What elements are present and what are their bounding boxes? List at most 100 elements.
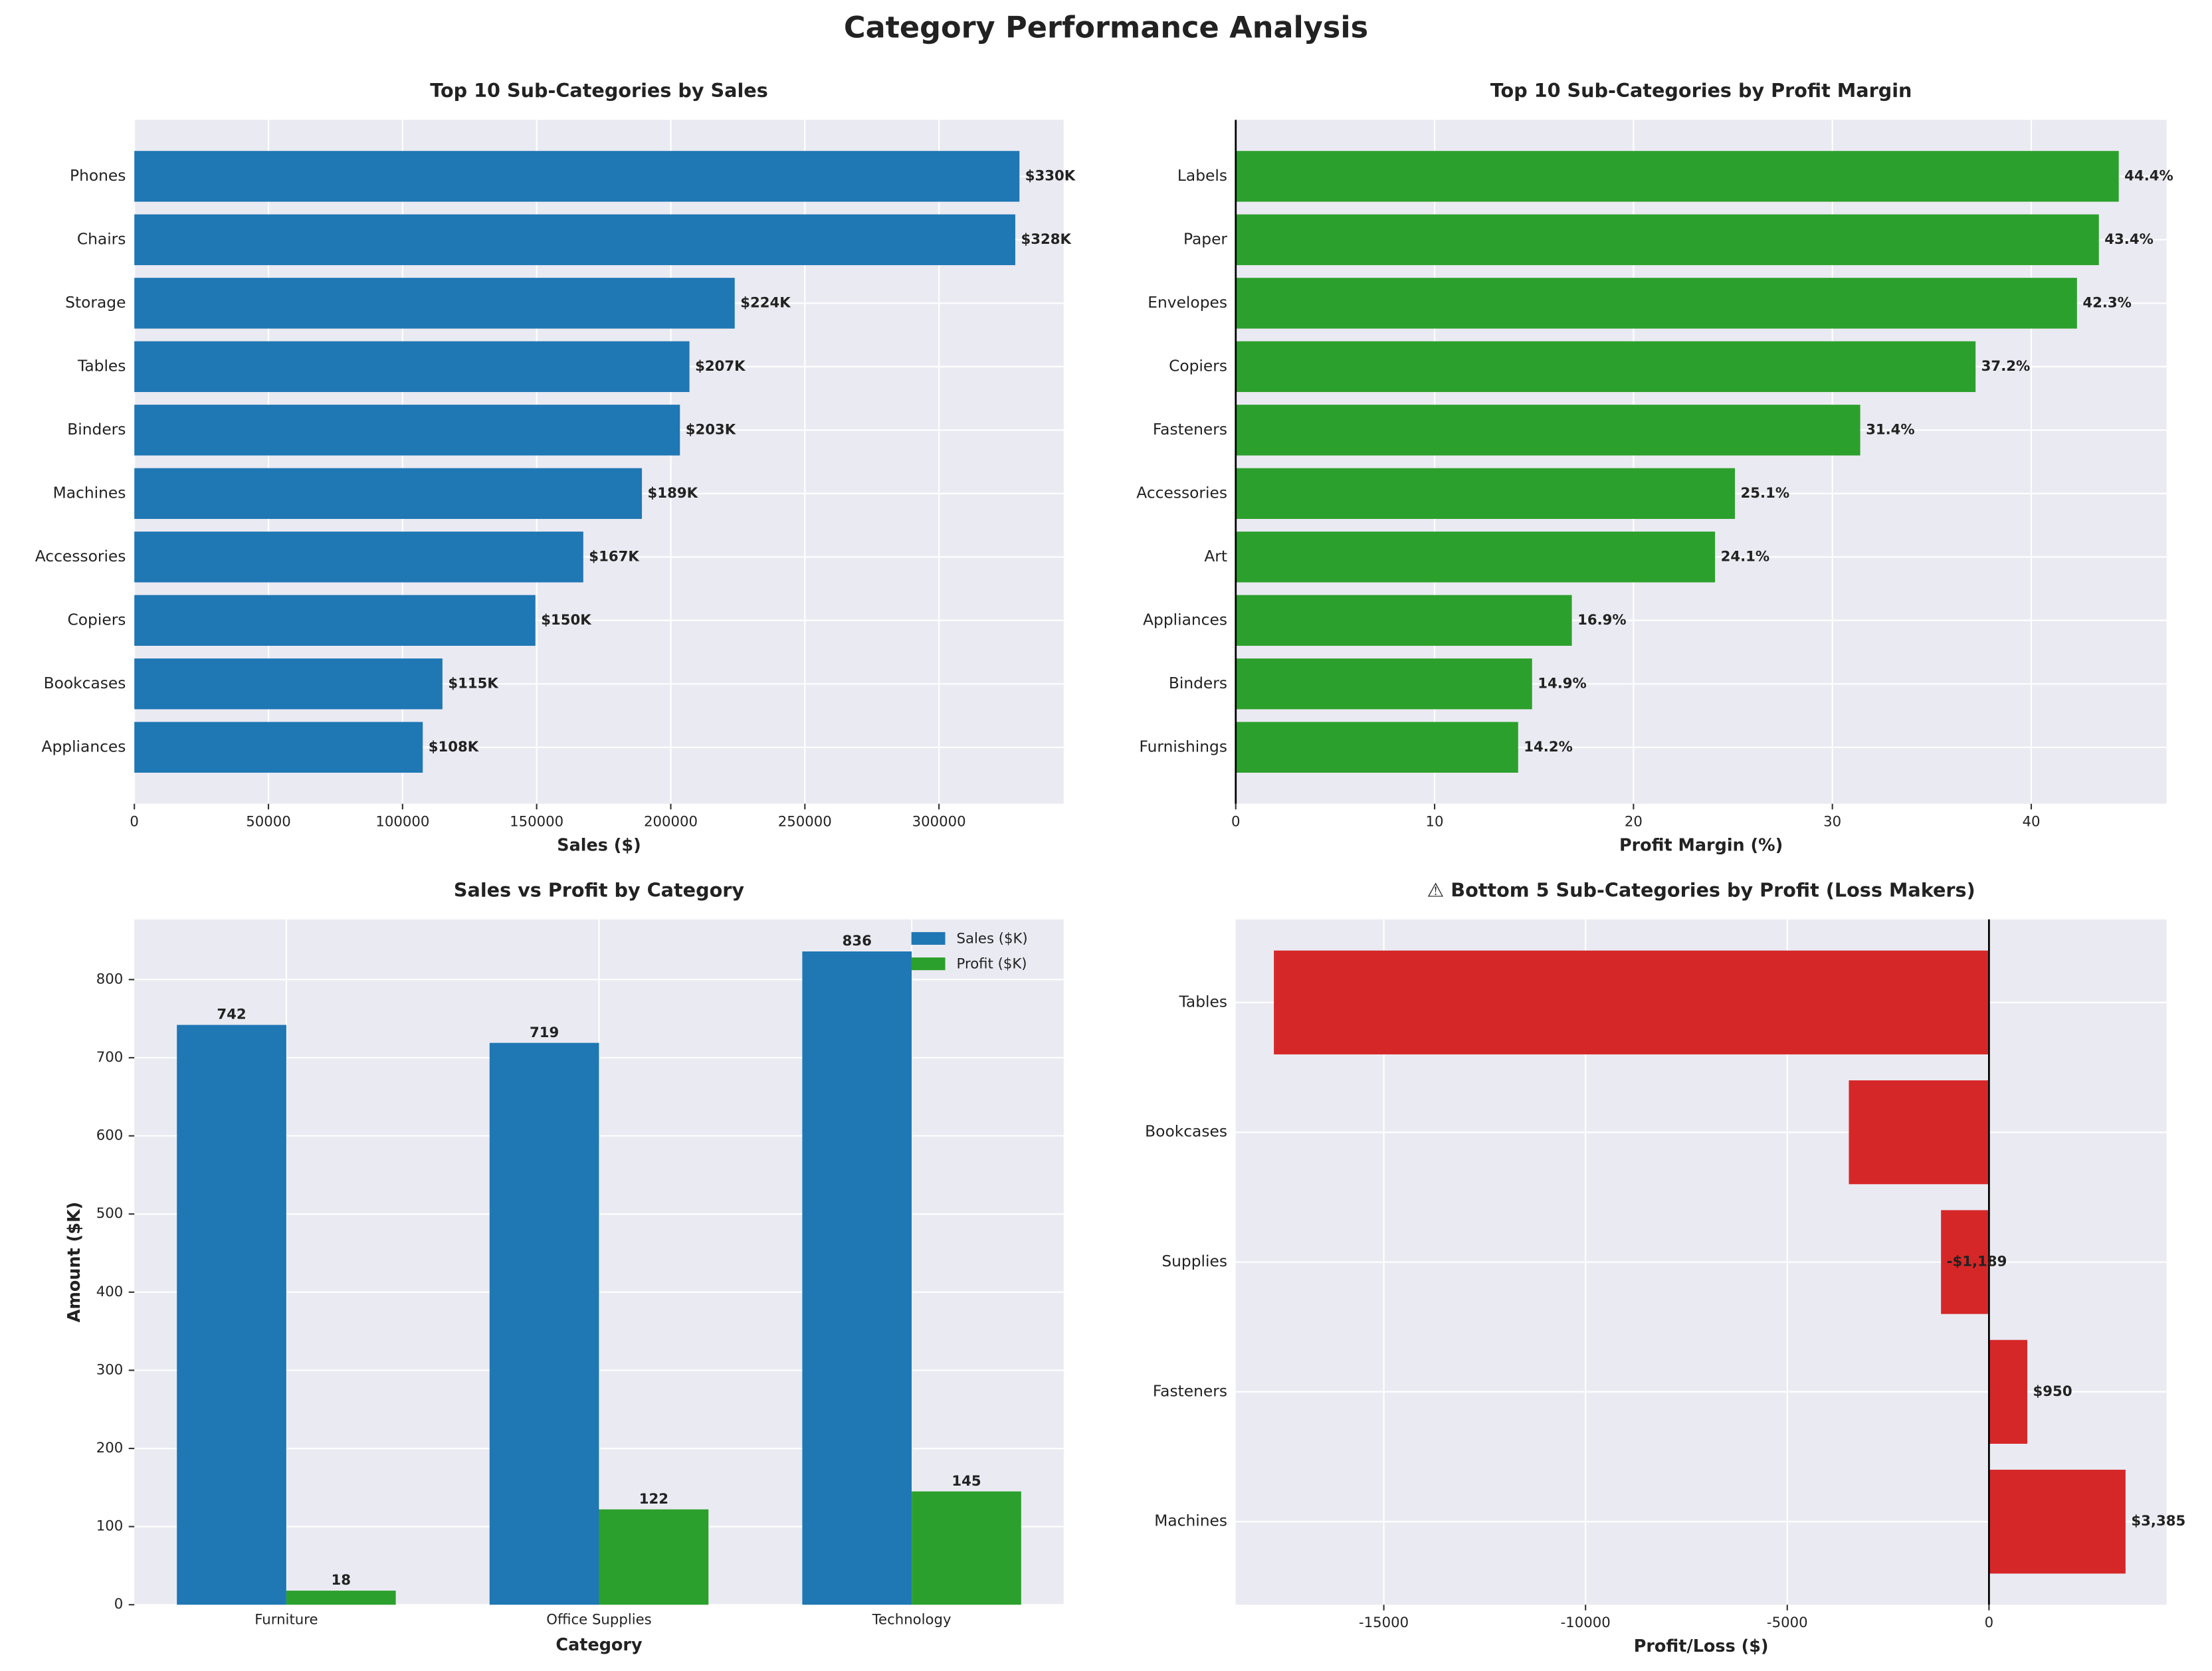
y-tick-label: Labels — [1177, 166, 1227, 185]
value-label: 14.9% — [1538, 675, 1587, 692]
bar — [1235, 658, 1532, 710]
y-tick-label: Copiers — [1169, 356, 1227, 375]
bar — [1235, 468, 1736, 520]
x-tick-label: 200000 — [644, 813, 698, 830]
y-tick-label: Machines — [1154, 1512, 1227, 1530]
value-label: 742 — [217, 1007, 246, 1023]
y-tick-label: Copiers — [68, 610, 126, 629]
value-label: 24.1% — [1721, 548, 1770, 565]
value-label: 122 — [639, 1491, 668, 1508]
y-tick-label: Envelopes — [1148, 293, 1227, 312]
x-axis-label: Profit Margin (%) — [1619, 835, 1783, 855]
x-tick-label: 10 — [1426, 813, 1444, 830]
x-tick-label: -15000 — [1359, 1615, 1409, 1631]
x-tick-label: 0 — [1985, 1615, 1994, 1631]
y-tick-label: Tables — [77, 356, 126, 375]
x-tick-label: 150000 — [510, 813, 563, 830]
bar — [134, 341, 690, 393]
y-tick-label: 200 — [96, 1440, 124, 1456]
figure-title: Category Performance Analysis — [844, 11, 1368, 45]
y-tick-label: Chairs — [77, 229, 126, 248]
x-tick-label: 0 — [1231, 813, 1241, 830]
y-tick-label: 800 — [96, 971, 124, 987]
y-tick-label: 400 — [96, 1284, 124, 1300]
bar — [134, 214, 1015, 266]
x-tick-label: Furniture — [254, 1612, 318, 1628]
bar — [134, 278, 735, 329]
value-label: -$1,189 — [1947, 1254, 2007, 1270]
value-label: 37.2% — [1981, 358, 2031, 375]
y-tick-label: Accessories — [35, 547, 126, 565]
bar — [134, 595, 536, 646]
bar — [802, 951, 912, 1605]
legend-label: Sales ($K) — [957, 930, 1028, 947]
value-label: 145 — [952, 1473, 981, 1490]
x-tick-label: 20 — [1625, 813, 1643, 830]
legend-label: Profit ($K) — [957, 956, 1027, 973]
y-tick-label: 0 — [114, 1596, 124, 1613]
bar — [134, 658, 443, 710]
y-tick-label: Fasteners — [1153, 1381, 1227, 1400]
bar — [599, 1509, 709, 1605]
y-tick-label: 300 — [96, 1361, 124, 1378]
x-tick-label: -10000 — [1561, 1615, 1611, 1631]
value-label: $108K — [429, 739, 480, 755]
value-label: $207K — [695, 358, 746, 375]
x-tick-label: 300000 — [912, 813, 966, 830]
y-tick-label: Appliances — [1143, 610, 1227, 629]
bar — [1989, 1470, 2126, 1574]
chart-title: Sales vs Profit by Category — [454, 878, 744, 901]
value-label: $167K — [589, 548, 640, 565]
bar — [134, 532, 583, 583]
bar — [134, 468, 643, 520]
x-tick-label: Technology — [872, 1612, 952, 1628]
bar — [489, 1042, 599, 1605]
x-axis-label: Category — [555, 1635, 643, 1655]
value-label: $189K — [648, 485, 699, 502]
y-tick-label: Art — [1204, 547, 1227, 565]
chart-title: Top 10 Sub-Categories by Sales — [430, 79, 768, 102]
y-tick-label: Binders — [1169, 674, 1227, 692]
bar — [134, 405, 680, 456]
value-label: $203K — [686, 421, 737, 438]
value-label: 44.4% — [2124, 167, 2173, 184]
bar — [286, 1591, 396, 1605]
x-tick-label: Office Supplies — [546, 1612, 651, 1628]
y-tick-label: 100 — [96, 1518, 124, 1535]
chart-title: ⚠ Bottom 5 Sub-Categories by Profit (Los… — [1427, 878, 1975, 901]
x-axis-label: Profit/Loss ($) — [1634, 1636, 1769, 1656]
bar — [1235, 151, 2119, 202]
value-label: 43.4% — [2104, 231, 2154, 248]
legend-swatch — [911, 932, 946, 945]
y-tick-label: Fasteners — [1153, 420, 1227, 439]
y-tick-label: 600 — [96, 1128, 124, 1144]
value-label: $115K — [448, 675, 499, 692]
bar — [1941, 1210, 1989, 1314]
y-tick-label: Appliances — [42, 737, 126, 755]
y-tick-label: Bookcases — [1145, 1122, 1227, 1141]
x-tick-label: 50000 — [246, 813, 291, 830]
bar — [134, 722, 423, 773]
value-label: 42.3% — [2082, 294, 2132, 311]
value-label: 31.4% — [1866, 421, 1915, 438]
x-tick-label: 250000 — [778, 813, 832, 830]
value-label: $950 — [2033, 1383, 2072, 1400]
x-tick-label: 0 — [130, 813, 139, 830]
bar — [1235, 405, 1860, 456]
bar — [1989, 1339, 2028, 1444]
bar — [1235, 722, 1518, 773]
bar — [1235, 532, 1716, 583]
y-tick-label: Bookcases — [44, 674, 126, 692]
y-tick-label: Accessories — [1136, 483, 1227, 502]
x-tick-label: 40 — [2022, 813, 2040, 830]
chart-title: Top 10 Sub-Categories by Profit Margin — [1490, 79, 1912, 102]
y-tick-label: 700 — [96, 1049, 124, 1066]
value-label: $150K — [541, 612, 592, 629]
y-tick-label: Furnishings — [1139, 737, 1227, 755]
value-label: 18 — [331, 1572, 351, 1589]
value-label: 836 — [843, 933, 872, 949]
y-tick-label: Phones — [70, 166, 126, 185]
bar — [1274, 950, 1989, 1054]
